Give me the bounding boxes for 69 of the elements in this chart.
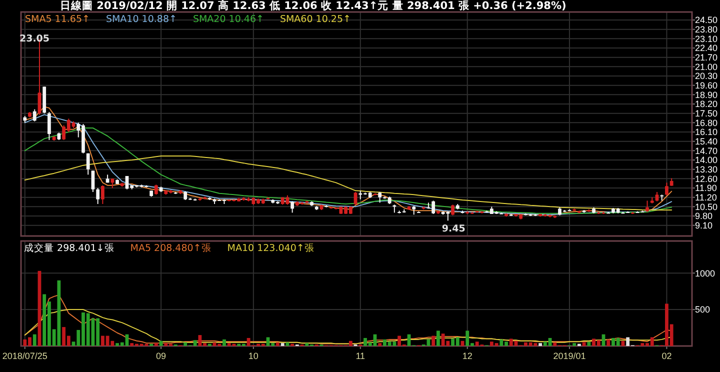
y-tick-label: 12.60: [695, 174, 718, 184]
y-tick-label: 13.30: [695, 164, 718, 175]
candlestick: [86, 152, 90, 176]
candlestick: [96, 188, 100, 204]
y-tick-label: 23.10: [695, 34, 718, 44]
candlestick: [451, 204, 454, 216]
bar: [436, 330, 440, 346]
y-tick-label: 16.10: [695, 127, 718, 138]
bar: [582, 342, 586, 346]
bar: [154, 343, 158, 346]
bar: [32, 334, 36, 346]
candlestick: [154, 184, 158, 196]
chart-title: 成交量 298.401↓張: [24, 242, 114, 254]
y-tick-label: 15.40: [695, 136, 718, 147]
x-tick-label: 09: [156, 351, 166, 361]
y-tick-label: 23.80: [695, 24, 718, 35]
y-tick-label: 18.90: [695, 90, 718, 100]
candlestick: [354, 192, 358, 206]
y-tick-label: 18.20: [695, 99, 718, 110]
y-tick-label: 10.50: [695, 202, 718, 212]
y-tick-label: 500: [695, 304, 710, 315]
bar: [280, 343, 284, 346]
text: SMA60 10.25↑: [280, 14, 351, 25]
chart-title: 日線圖 2019/02/12 開 12.07 高 12.63 低 12.06 收 12.43↑元 量 298.401 張 +0.36 (+2.98%): [60, 0, 566, 12]
candlestick: [290, 200, 294, 214]
annotation: 23.05: [19, 33, 50, 44]
text: MA5 208.480↑張: [130, 243, 212, 254]
y-tick-label: 9.10: [695, 220, 713, 231]
bar: [606, 339, 610, 346]
y-tick-label: 21.70: [695, 52, 718, 63]
candlestick: [665, 182, 668, 196]
candlestick: [378, 192, 382, 204]
x-tick-label: 11: [356, 351, 366, 361]
x-tick-label: 2019/01: [553, 351, 586, 361]
candlestick: [32, 108, 36, 122]
candlestick: [646, 200, 649, 212]
y-tick-label: 22.40: [695, 43, 718, 54]
candlestick: [110, 178, 114, 188]
bar: [378, 343, 382, 346]
candlestick: [48, 112, 51, 140]
bar: [432, 336, 436, 346]
y-tick-label: 20.30: [695, 71, 718, 82]
y-tick-label: 14.00: [695, 155, 718, 166]
text: SMA10 10.88↑: [106, 14, 177, 25]
bar: [276, 342, 280, 346]
line-series: [24, 309, 672, 344]
y-tick-label: 11.20: [695, 192, 717, 203]
y-tick-label: 19.60: [695, 80, 718, 91]
candlestick: [100, 184, 104, 204]
y-tick-label: 11.90: [695, 183, 717, 194]
bar: [538, 343, 542, 346]
bar: [587, 342, 591, 346]
y-tick-label: 21.00: [695, 62, 718, 72]
text: SMA5 11.65↑: [25, 14, 90, 25]
y-tick-label: 17.50: [695, 108, 718, 119]
y-tick-label: 1000: [695, 268, 716, 278]
x-tick-label: 12: [462, 351, 472, 361]
y-tick-label: 16.80: [695, 118, 718, 128]
x-tick-label: 10: [248, 351, 258, 361]
text: MA10 123.040↑張: [227, 243, 314, 254]
x-tick-label: 2018/07/25: [2, 351, 48, 361]
y-tick-label: 14.70: [695, 146, 718, 156]
annotation: 9.45: [442, 224, 466, 235]
y-tick-label: 9.80: [695, 211, 713, 222]
y-tick-label: 24.50: [695, 15, 718, 26]
x-tick-label: 02: [662, 351, 672, 361]
text: SMA20 10.46↑: [192, 14, 264, 25]
bar: [222, 339, 226, 346]
candlestick: [91, 170, 95, 192]
